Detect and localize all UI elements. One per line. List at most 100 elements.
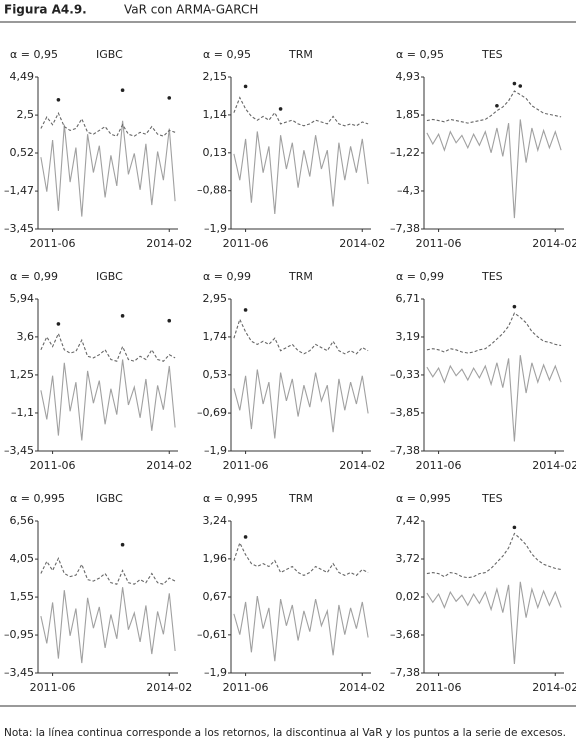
panel-title: IGBC [96,270,123,283]
figure-title: VaR con ARMA-GARCH [124,3,258,17]
exceedance-point [243,535,248,539]
x-tick-label: 2014-02 [146,237,192,250]
y-tick-label: 1,85 [396,108,421,121]
x-tick-label: 2011-06 [223,681,269,694]
panel-annotation: α = 0,995 [396,492,451,505]
y-tick-label: –3,85 [390,406,420,419]
returns-line [426,355,562,442]
x-tick-label: 2014-02 [339,681,385,694]
x-tick-label: 2011-06 [223,459,269,472]
panel-title: IGBC [96,492,123,505]
returns-line [426,581,562,665]
panel-title: TRM [288,492,313,505]
var-line [233,317,369,355]
y-tick-label: –7,38 [390,666,420,679]
panel-title: TES [481,48,503,61]
y-tick-label: –1,9 [204,444,227,457]
y-tick-label: –3,45 [4,666,34,679]
x-tick-label: 2014-02 [146,459,192,472]
var-line [426,90,562,124]
y-tick-label: –0,33 [390,368,420,381]
y-tick-label: 6,56 [10,514,35,527]
note: Nota: la línea continua corresponde a lo… [4,727,566,739]
panel-annotation: α = 0,995 [10,492,65,505]
y-tick-label: –1,9 [204,222,227,235]
y-tick-label: –1,9 [204,666,227,679]
y-tick-label: 4,93 [396,70,421,83]
exceedance-point [56,322,61,326]
panel-annotation: α = 0,99 [396,270,444,283]
y-tick-label: 1,25 [10,368,35,381]
x-tick-label: 2011-06 [30,237,76,250]
x-tick-label: 2014-02 [532,459,576,472]
returns-line [40,120,176,217]
x-tick-label: 2011-06 [223,237,269,250]
panel-annotation: α = 0,95 [396,48,444,61]
y-tick-label: 7,42 [396,514,421,527]
panel-annotation: α = 0,99 [203,270,251,283]
returns-line [40,587,176,664]
panel-title: TRM [288,270,313,283]
y-tick-label: 0,53 [203,368,228,381]
var-line [233,96,369,127]
var-line [40,111,176,137]
exceedance-point [518,84,523,88]
y-tick-label: 2,15 [203,70,228,83]
y-tick-label: –7,38 [390,222,420,235]
panel-title: TRM [288,48,313,61]
x-tick-label: 2011-06 [416,459,462,472]
x-tick-label: 2014-02 [339,459,385,472]
y-tick-label: –3,68 [390,628,420,641]
panel-title: TES [481,270,503,283]
y-tick-label: –1,1 [11,406,34,419]
var-line [40,332,176,362]
y-tick-label: –4,3 [397,184,420,197]
x-tick-label: 2011-06 [416,237,462,250]
y-tick-label: –1,47 [4,184,34,197]
y-tick-label: 4,05 [10,552,35,565]
var-line [40,557,176,585]
y-tick-label: 6,71 [396,292,421,305]
panel-title: TES [481,492,503,505]
y-tick-label: –7,38 [390,444,420,457]
panel-annotation: α = 0,95 [203,48,251,61]
exceedance-point [120,314,125,318]
x-tick-label: 2014-02 [532,681,576,694]
y-tick-label: –0,61 [197,628,227,641]
exceedance-point [56,97,61,102]
returns-line [426,119,562,219]
exceedance-point [120,88,125,93]
returns-line [40,359,176,441]
panel-annotation: α = 0,95 [10,48,58,61]
y-tick-label: 3,72 [396,552,421,565]
y-tick-label: –1,22 [390,146,420,159]
y-tick-label: 1,74 [203,330,228,343]
y-tick-label: 3,24 [203,514,228,527]
y-tick-label: 4,49 [10,70,35,83]
y-tick-label: –0,95 [4,628,34,641]
y-tick-label: 2,95 [203,292,228,305]
panel-annotation: α = 0,99 [10,270,58,283]
exceedance-point [512,304,517,309]
exceedance-point [167,96,172,100]
returns-line [233,131,369,215]
y-tick-label: 0,02 [396,590,421,603]
y-tick-label: 1,55 [10,590,35,603]
y-tick-label: –3,45 [4,222,34,235]
exceedance-point [243,308,248,312]
returns-line [233,369,369,439]
var-line [233,541,369,577]
exceedance-point [495,103,499,108]
x-tick-label: 2011-06 [416,681,462,694]
panel-annotation: α = 0,995 [203,492,258,505]
y-tick-label: 0,52 [10,146,35,159]
exceedance-point [243,84,248,89]
y-tick-label: –3,45 [4,444,34,457]
exceedance-point [120,542,125,547]
returns-line [233,596,369,662]
y-tick-label: 0,67 [203,590,228,603]
x-tick-label: 2011-06 [30,681,76,694]
y-tick-label: 1,96 [203,552,228,565]
exceedance-point [278,107,283,111]
